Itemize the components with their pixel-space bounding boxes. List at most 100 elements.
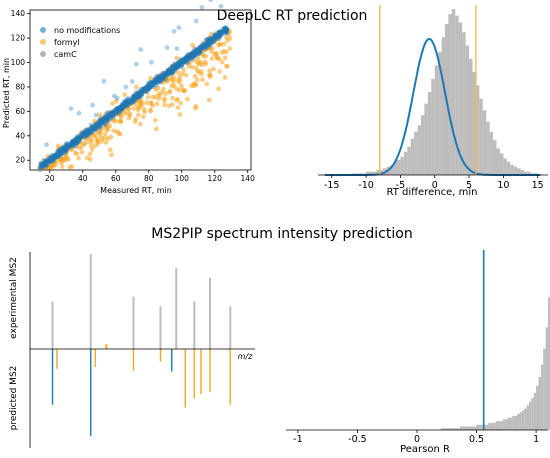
point-formyl [204, 41, 210, 47]
point-no-modifications [120, 105, 126, 110]
point-no-modifications [224, 28, 230, 34]
point-formyl [74, 151, 80, 157]
point-no-modifications [48, 156, 54, 162]
point-no-modifications [145, 85, 151, 91]
point-no-modifications [141, 89, 147, 95]
point-no-modifications [144, 89, 149, 94]
point-no-modifications [141, 86, 146, 92]
point-no-modifications [212, 35, 218, 41]
point-no-modifications [192, 53, 197, 59]
rt-hist-bar [390, 165, 394, 175]
rt-hist-xtick-label: 15 [532, 180, 544, 191]
point-no-modifications [90, 102, 95, 108]
point-formyl [211, 66, 216, 72]
point-no-modifications [74, 134, 80, 140]
point-no-modifications [202, 45, 207, 50]
point-no-modifications [117, 110, 123, 116]
point-formyl [103, 123, 109, 128]
point-no-modifications [89, 125, 95, 131]
rt-hist-bar [372, 171, 377, 175]
point-formyl [111, 112, 117, 118]
point-no-modifications [63, 146, 68, 152]
pearson-xlabel: Pearson R [400, 444, 450, 455]
point-no-modifications [158, 74, 163, 80]
point-no-modifications [146, 82, 152, 88]
rt-hist-bar [469, 58, 473, 175]
point-no-modifications [146, 85, 152, 91]
point-no-modifications [140, 88, 146, 94]
rt-hist-bar [451, 9, 456, 175]
point-no-modifications [140, 86, 146, 92]
point-no-modifications [56, 151, 62, 157]
point-no-modifications [64, 145, 69, 151]
rt-hist-bar [513, 166, 518, 175]
point-no-modifications [182, 57, 188, 63]
point-no-modifications [206, 42, 212, 48]
point-no-modifications [49, 155, 55, 161]
point-no-modifications [223, 26, 229, 32]
point-no-modifications [173, 66, 179, 72]
point-no-modifications [63, 147, 69, 153]
point-no-modifications [161, 72, 167, 78]
pearson-hist-bar [493, 422, 496, 430]
point-no-modifications [81, 133, 87, 138]
point-no-modifications [181, 59, 187, 65]
point-no-modifications [199, 45, 205, 51]
point-no-modifications [155, 79, 161, 85]
rt-hist-bar [482, 110, 487, 175]
point-formyl [161, 98, 167, 103]
point-no-modifications [181, 60, 187, 65]
point-no-modifications [124, 103, 130, 109]
point-no-modifications [70, 140, 76, 146]
point-no-modifications [156, 74, 162, 80]
point-no-modifications [188, 52, 193, 58]
point-no-modifications [151, 84, 157, 90]
point-no-modifications [57, 151, 63, 157]
pearson-hist-bar [467, 426, 470, 430]
point-no-modifications [106, 114, 112, 120]
point-no-modifications [164, 70, 170, 76]
point-no-modifications [42, 162, 47, 168]
point-no-modifications [197, 49, 203, 55]
point-no-modifications [120, 103, 126, 109]
point-no-modifications [56, 149, 62, 155]
rt-hist-bar [396, 160, 401, 175]
point-no-modifications [99, 119, 105, 124]
pearson-hist-bar [462, 426, 465, 430]
point-no-modifications [156, 76, 162, 82]
point-no-modifications [104, 116, 110, 122]
point-formyl [79, 149, 85, 155]
point-no-modifications [98, 120, 104, 126]
point-no-modifications [67, 143, 73, 148]
point-no-modifications [81, 133, 87, 139]
point-no-modifications [216, 30, 222, 36]
point-no-modifications [207, 38, 213, 44]
point-no-modifications [92, 127, 98, 133]
point-no-modifications [189, 56, 195, 62]
point-no-modifications [199, 44, 204, 49]
point-no-modifications [217, 30, 223, 36]
scatter-xtick-label: 40 [78, 174, 88, 183]
point-no-modifications [69, 140, 75, 146]
point-no-modifications [217, 32, 222, 38]
scatter-ytick-label: 60 [15, 107, 25, 116]
point-no-modifications [108, 115, 114, 121]
point-no-modifications [61, 146, 67, 151]
point-no-modifications [124, 100, 130, 106]
point-no-modifications [57, 148, 63, 153]
point-no-modifications [222, 30, 228, 36]
point-no-modifications [117, 107, 123, 113]
point-no-modifications [172, 64, 177, 70]
point-no-modifications [97, 118, 102, 124]
point-no-modifications [120, 103, 126, 108]
point-no-modifications [160, 76, 166, 81]
point-no-modifications [200, 43, 206, 49]
point-no-modifications [104, 116, 110, 122]
point-no-modifications [103, 116, 109, 122]
point-no-modifications [185, 56, 191, 62]
point-no-modifications [199, 4, 205, 10]
point-no-modifications [79, 130, 85, 136]
point-no-modifications [222, 29, 228, 35]
point-formyl [86, 139, 91, 145]
